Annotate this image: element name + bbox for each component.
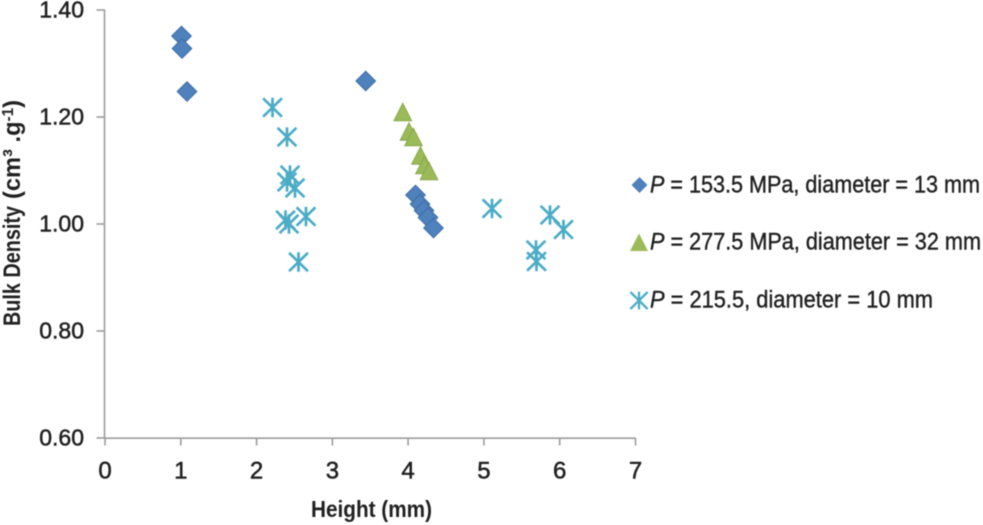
svg-text:4: 4 [401,457,414,484]
svg-text:1.20: 1.20 [39,104,84,130]
svg-text:2: 2 [250,457,263,484]
svg-text:6: 6 [553,457,566,484]
svg-text:Bulk Density: Bulk Density [0,205,26,326]
svg-text:Height (mm): Height (mm) [311,496,432,522]
svg-text:P = 153.5 MPa, diameter = 13: P = 153.5 MPa, diameter = 13 mm [650,172,980,199]
svg-text:1.40: 1.40 [39,0,84,23]
svg-text:0: 0 [98,457,111,484]
svg-text:0.80: 0.80 [39,318,84,344]
svg-text:0.60: 0.60 [39,425,84,451]
svg-text:3: 3 [326,457,339,484]
svg-text:1: 1 [174,457,187,484]
svg-text:P = 277.5 MPa, diameter = 32 m: P = 277.5 MPa, diameter = 32 mm [650,229,981,256]
svg-text:5: 5 [477,457,490,484]
svg-text:(cm³ .g-1): (cm³ .g-1) [0,100,26,199]
svg-text:7: 7 [629,457,642,484]
svg-text:P = 215.5, diameter = 10 mm: P = 215.5, diameter = 10 mm [650,287,933,314]
svg-text:1.00: 1.00 [39,211,84,237]
